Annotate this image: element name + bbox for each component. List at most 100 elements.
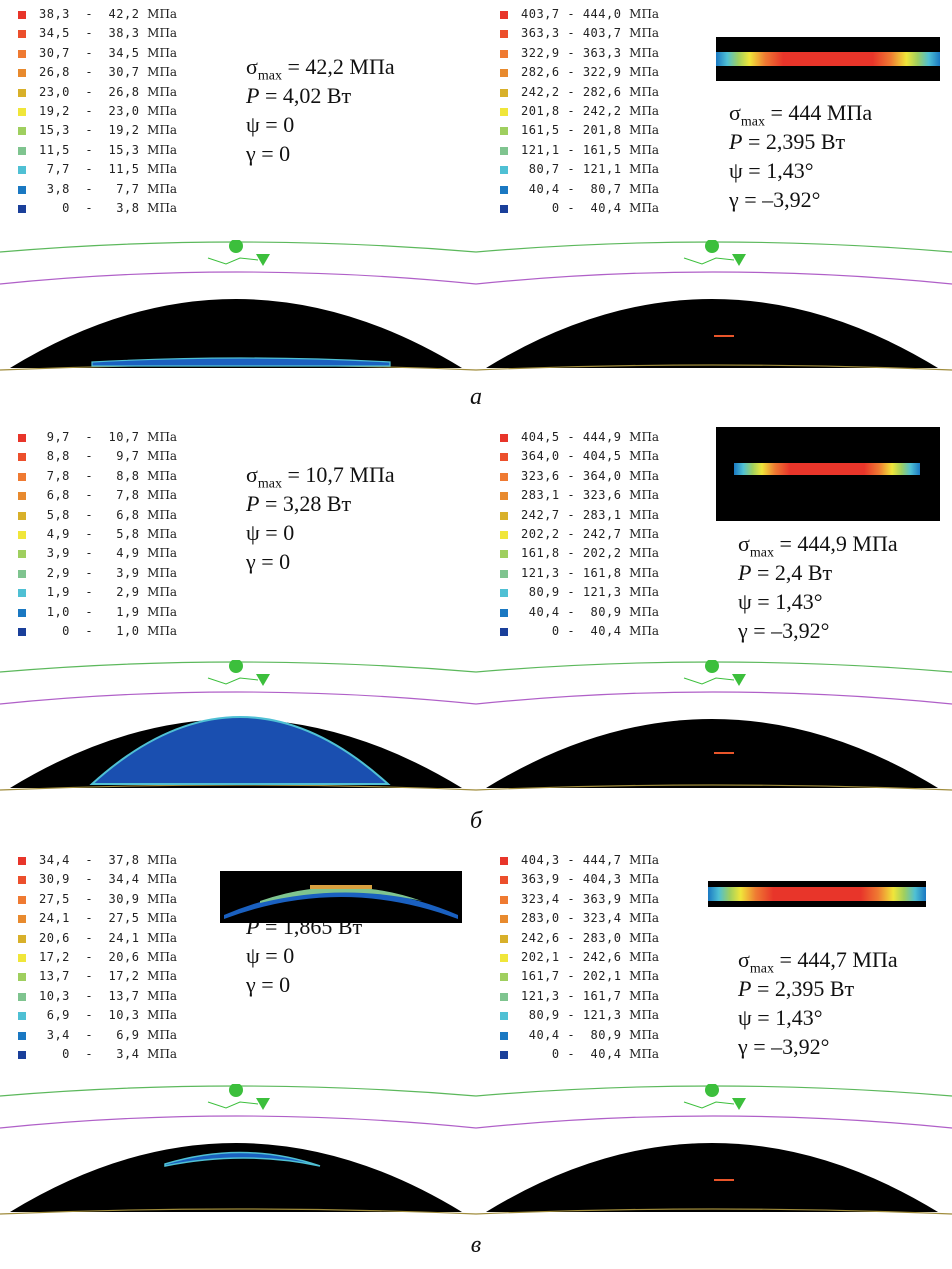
legend-unit: МПа bbox=[147, 181, 178, 196]
legend-unit: МПа bbox=[147, 1046, 178, 1061]
legend-row: 80,7 - 121,1 МПа bbox=[496, 161, 716, 180]
gamma-value: –3,92° bbox=[762, 187, 821, 212]
legend-swatch bbox=[500, 146, 508, 155]
gamma-value: 0 bbox=[279, 549, 291, 574]
direction-marker-triangle bbox=[732, 1098, 746, 1110]
legend-range: 283,0 - 323,4 МПа bbox=[521, 911, 660, 926]
legend-range: 3,9 - 4,9 МПа bbox=[39, 546, 178, 561]
legend-low: 38,3 bbox=[39, 7, 70, 21]
parameters-block: σmax = 444,7 МПа P = 2,395 Вт ψ = 1,43° γ =… bbox=[738, 945, 898, 1061]
legend-row: 13,7 - 17,2 МПа bbox=[14, 968, 234, 987]
base-line bbox=[476, 1208, 952, 1215]
legend-low: 202,2 bbox=[521, 526, 560, 541]
psi-value: 1,43° bbox=[766, 158, 814, 183]
legend-row: 26,8 - 30,7 МПа bbox=[14, 64, 234, 83]
legend-high: 404,3 bbox=[582, 872, 622, 887]
legend-row: 1,9 - 2,9 МПа bbox=[14, 584, 234, 603]
legend-low: 363,9 bbox=[521, 872, 560, 887]
legend-range: 11,5 - 15,3 МПа bbox=[39, 142, 178, 157]
stress-zone bbox=[714, 1179, 734, 1181]
marker-path bbox=[683, 257, 735, 265]
legend-row: 15,3 - 19,2 МПа bbox=[14, 122, 234, 141]
legend-unit: МПа bbox=[147, 988, 178, 1003]
purple-contour-line bbox=[476, 271, 952, 285]
legend-range: 0 - 1,0 МПа bbox=[39, 623, 178, 638]
legend-swatch bbox=[18, 146, 26, 155]
legend-high: 17,2 bbox=[108, 969, 140, 984]
sigma-max-line: σmax = 10,7 МПа bbox=[246, 462, 395, 492]
legend-unit: МПа bbox=[629, 142, 660, 157]
legend-range: 121,3 - 161,7 МПа bbox=[521, 988, 660, 1003]
legend-range: 80,7 - 121,1 МПа bbox=[521, 162, 660, 177]
legend-high: 4,9 bbox=[108, 546, 140, 561]
legend-range: 30,7 - 34,5 МПа bbox=[39, 45, 178, 60]
legend-swatch bbox=[500, 550, 508, 559]
legend-swatch bbox=[18, 434, 26, 442]
legend-unit: МПа bbox=[147, 162, 178, 177]
legend-unit: МПа bbox=[629, 45, 660, 60]
stress-zoom-inset bbox=[716, 427, 940, 521]
legend-unit: МПа bbox=[147, 123, 178, 138]
legend-range: 161,5 - 201,8 МПа bbox=[521, 123, 660, 138]
legend-low: 4,9 bbox=[39, 526, 70, 541]
legend-high: 161,5 bbox=[582, 142, 622, 157]
legend-swatch bbox=[500, 127, 508, 136]
gamma-line: γ = –3,92° bbox=[738, 618, 830, 643]
stress-zoom-inset bbox=[708, 881, 926, 907]
sigma-max-line: σmax = 42,2 МПа bbox=[246, 54, 395, 84]
source-marker-dot bbox=[229, 1084, 243, 1097]
base-line bbox=[476, 364, 952, 371]
legend-unit: МПа bbox=[629, 200, 660, 215]
source-marker-dot bbox=[229, 660, 243, 673]
legend-row: 404,5 - 444,9 МПа bbox=[496, 429, 716, 448]
legend-high: 5,8 bbox=[108, 526, 140, 541]
legend-range: 34,4 - 37,8 МПа bbox=[39, 853, 178, 867]
legend-unit: МПа bbox=[629, 1046, 660, 1061]
legend-swatch bbox=[500, 895, 508, 904]
legend-high: 202,2 bbox=[582, 546, 622, 561]
stress-legend: 9,7 - 10,7 МПа 8,8 - 9,7 МПа 7,8 - 8,8 М… bbox=[14, 429, 234, 642]
legend-range: 10,3 - 13,7 МПа bbox=[39, 988, 178, 1003]
parameters-block: σmax = 42,2 МПа P = 4,02 Вт ψ = 0 γ = 0 bbox=[246, 52, 395, 168]
legend-high: 37,8 bbox=[108, 853, 140, 867]
legend-row: 0 - 40,4 МПа bbox=[496, 623, 716, 642]
legend-low: 0 bbox=[39, 1046, 70, 1061]
legend-swatch bbox=[18, 895, 26, 904]
legend-range: 34,5 - 38,3 МПа bbox=[39, 26, 178, 41]
direction-marker-triangle bbox=[256, 254, 270, 266]
psi-line: ψ = 1,43° bbox=[738, 1005, 823, 1030]
legend-high: 10,3 bbox=[108, 1008, 140, 1023]
legend-swatch bbox=[500, 627, 508, 636]
gamma-line: γ = 0 bbox=[246, 972, 291, 997]
legend-unit: МПа bbox=[147, 930, 178, 945]
legend-swatch bbox=[500, 857, 508, 865]
legend-row: 161,5 - 201,8 МПа bbox=[496, 122, 716, 141]
legend-swatch bbox=[500, 973, 508, 982]
legend-high: 1,0 bbox=[108, 623, 140, 638]
legend-row: 242,2 - 282,6 МПа bbox=[496, 84, 716, 103]
legend-range: 26,8 - 30,7 МПа bbox=[39, 65, 178, 80]
legend-unit: МПа bbox=[629, 891, 660, 906]
legend-swatch bbox=[18, 107, 26, 116]
legend-swatch bbox=[18, 530, 26, 539]
legend-row: 323,4 - 363,9 МПа bbox=[496, 891, 716, 910]
legend-high: 444,9 bbox=[582, 430, 622, 444]
legend-unit: МПа bbox=[629, 911, 660, 926]
legend-row: 202,2 - 242,7 МПа bbox=[496, 526, 716, 545]
legend-range: 0 - 3,8 МПа bbox=[39, 200, 178, 215]
legend-unit: МПа bbox=[629, 585, 660, 600]
legend-swatch bbox=[500, 49, 508, 58]
legend-range: 24,1 - 27,5 МПа bbox=[39, 911, 178, 926]
legend-unit: МПа bbox=[147, 468, 178, 483]
legend-low: 282,6 bbox=[521, 65, 560, 80]
legend-low: 10,3 bbox=[39, 988, 70, 1003]
legend-swatch bbox=[500, 1031, 508, 1040]
gamma-value: –3,92° bbox=[771, 1034, 830, 1059]
legend-swatch bbox=[18, 453, 26, 462]
legend-unit: МПа bbox=[629, 526, 660, 541]
legend-row: 201,8 - 242,2 МПа bbox=[496, 103, 716, 122]
legend-unit: МПа bbox=[147, 853, 178, 867]
legend-row: 0 - 3,4 МПа bbox=[14, 1046, 234, 1065]
legend-swatch bbox=[18, 1012, 26, 1021]
legend-unit: МПа bbox=[629, 1027, 660, 1042]
